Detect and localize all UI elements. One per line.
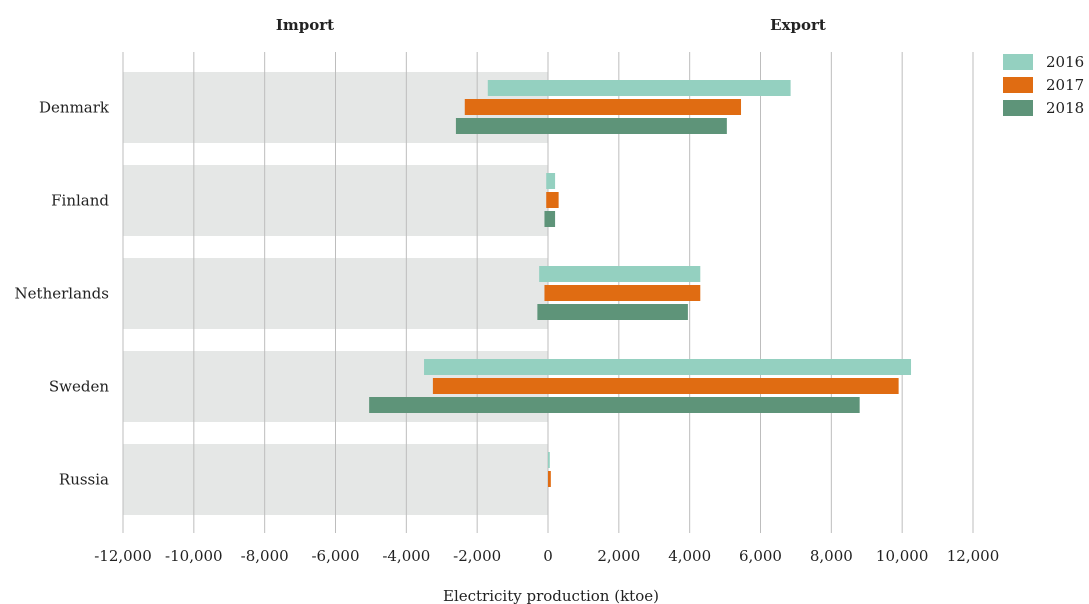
- bar-import: [487, 80, 548, 96]
- category-label: Netherlands: [15, 285, 109, 303]
- bar-import: [369, 397, 548, 413]
- x-tick-labels: -12,000 -10,000 -8,000 -6,000 -4,000 -2,000 0 2…: [94, 547, 999, 565]
- category-labels: Denmark Finland Netherlands Sweden Russia: [15, 99, 110, 489]
- legend-label: 2018: [1046, 99, 1084, 117]
- bar-export: [548, 285, 701, 301]
- export-header: Export: [770, 16, 826, 34]
- import-header: Import: [276, 16, 334, 34]
- bar-export: [548, 80, 791, 96]
- category-label: Denmark: [39, 99, 110, 117]
- x-tick-label: -12,000: [94, 547, 152, 565]
- x-tick-label: 2,000: [597, 547, 640, 565]
- bar-export: [548, 118, 727, 134]
- bar-export: [548, 192, 559, 208]
- bar-import: [544, 211, 548, 227]
- bar-export: [548, 452, 550, 468]
- bar-import: [544, 285, 548, 301]
- legend-swatch: [1003, 54, 1033, 70]
- category-label: Russia: [59, 471, 109, 489]
- x-tick-label: 0: [543, 547, 553, 565]
- bar-export: [548, 211, 556, 227]
- x-tick-label: 4,000: [668, 547, 711, 565]
- bar-import: [546, 192, 548, 208]
- legend-label: 2017: [1046, 76, 1084, 94]
- bars: [369, 80, 912, 487]
- bar-export: [548, 304, 688, 320]
- bar-export: [548, 397, 860, 413]
- x-tick-label: -2,000: [453, 547, 501, 565]
- x-tick-label: 6,000: [739, 547, 782, 565]
- bar-export: [548, 99, 742, 115]
- bar-export: [548, 359, 912, 375]
- bar-import: [432, 378, 548, 394]
- bar-export: [548, 266, 701, 282]
- bar-export: [548, 471, 551, 487]
- bar-import: [455, 118, 548, 134]
- bar-import: [546, 173, 548, 189]
- legend: 2016 2017 2018: [1003, 53, 1084, 117]
- bar-import: [464, 99, 548, 115]
- category-label: Sweden: [49, 378, 109, 396]
- category-label: Finland: [51, 192, 109, 210]
- bar-import: [424, 359, 548, 375]
- bar-import: [539, 266, 548, 282]
- legend-swatch: [1003, 77, 1033, 93]
- x-tick-label: -6,000: [311, 547, 359, 565]
- x-axis-label: Electricity production (ktoe): [443, 587, 659, 604]
- x-tick-label: 12,000: [947, 547, 1000, 565]
- bar-export: [548, 378, 899, 394]
- bar-import: [537, 304, 548, 320]
- x-tick-label: 10,000: [876, 547, 929, 565]
- legend-label: 2016: [1046, 53, 1084, 71]
- x-tick-label: 8,000: [810, 547, 853, 565]
- legend-swatch: [1003, 100, 1033, 116]
- x-tick-label: -8,000: [241, 547, 289, 565]
- x-tick-label: -4,000: [382, 547, 430, 565]
- bar-export: [548, 173, 556, 189]
- x-tick-label: -10,000: [165, 547, 223, 565]
